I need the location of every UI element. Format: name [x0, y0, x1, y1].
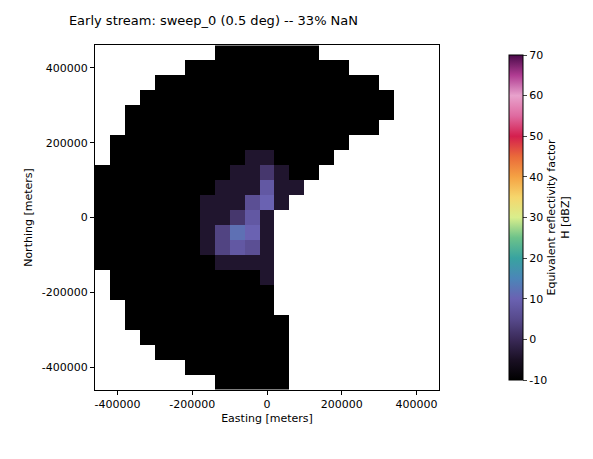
svg-text:20: 20	[529, 252, 543, 265]
svg-text:0: 0	[81, 211, 88, 224]
svg-text:Easting [meters]: Easting [meters]	[221, 412, 313, 425]
svg-text:200000: 200000	[46, 137, 88, 150]
svg-text:10: 10	[529, 293, 543, 306]
svg-text:0: 0	[264, 398, 271, 411]
svg-text:70: 70	[529, 49, 543, 62]
svg-text:0: 0	[529, 333, 536, 346]
svg-text:Northing [meters]: Northing [meters]	[22, 168, 35, 267]
svg-text:-10: -10	[529, 374, 547, 387]
svg-text:-400000: -400000	[42, 361, 88, 374]
svg-text:200000: 200000	[321, 398, 363, 411]
svg-text:60: 60	[529, 89, 543, 102]
svg-text:40: 40	[529, 171, 543, 184]
svg-text:-400000: -400000	[94, 398, 140, 411]
svg-text:-200000: -200000	[42, 286, 88, 299]
svg-text:Equivalent reflectivity factor: Equivalent reflectivity factorH [dBZ]	[545, 139, 572, 296]
svg-text:30: 30	[529, 211, 543, 224]
svg-text:400000: 400000	[46, 62, 88, 75]
svg-text:50: 50	[529, 130, 543, 143]
svg-text:400000: 400000	[396, 398, 438, 411]
svg-text:-200000: -200000	[169, 398, 215, 411]
svg-text:Early stream: sweep_0 (0.5 deg: Early stream: sweep_0 (0.5 deg) -- 33% N…	[69, 13, 358, 28]
